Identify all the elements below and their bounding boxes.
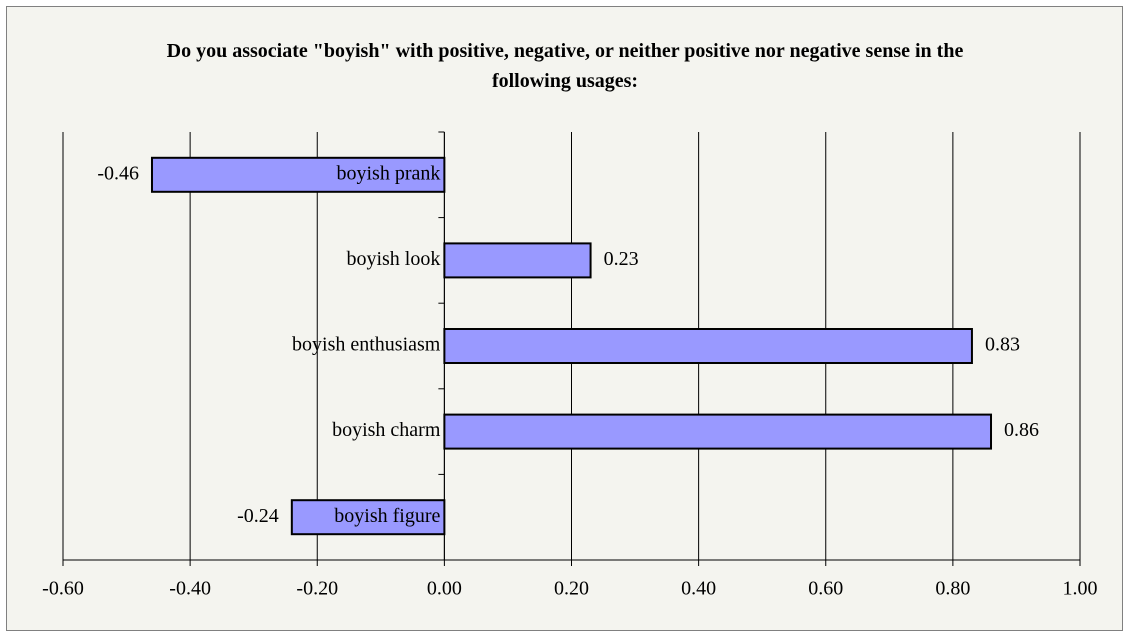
x-tick-label: 0.60	[808, 578, 843, 600]
value-label: 0.23	[604, 248, 639, 270]
bar	[150, 156, 446, 193]
bar	[443, 413, 993, 450]
x-tick-label: -0.20	[296, 578, 338, 600]
chart-area	[6, 6, 1123, 631]
bar	[290, 499, 446, 536]
value-label: 0.83	[985, 334, 1020, 356]
chart-title: Do you associate "boyish" with positive,…	[166, 40, 964, 92]
y-tick-label: boyish prank	[336, 162, 440, 184]
value-label: 0.86	[1004, 419, 1039, 441]
x-tick-label: 0.20	[554, 578, 589, 600]
y-tick-label: boyish enthusiasm	[292, 334, 441, 356]
x-tick-label: 0.80	[935, 578, 970, 600]
x-tick-label: -0.60	[42, 578, 84, 600]
bar	[443, 242, 592, 279]
bar	[443, 328, 973, 364]
y-tick-label: boyish figure	[334, 505, 440, 527]
x-tick-label: 1.00	[1063, 578, 1098, 600]
value-label: -0.46	[97, 162, 139, 184]
x-tick-label: 0.00	[427, 578, 462, 600]
x-tick-label: -0.40	[169, 578, 211, 600]
y-tick-label: boyish look	[346, 248, 440, 270]
y-tick-label: boyish charm	[332, 419, 441, 441]
x-tick-label: 0.40	[681, 578, 716, 600]
value-label: -0.24	[237, 505, 279, 527]
